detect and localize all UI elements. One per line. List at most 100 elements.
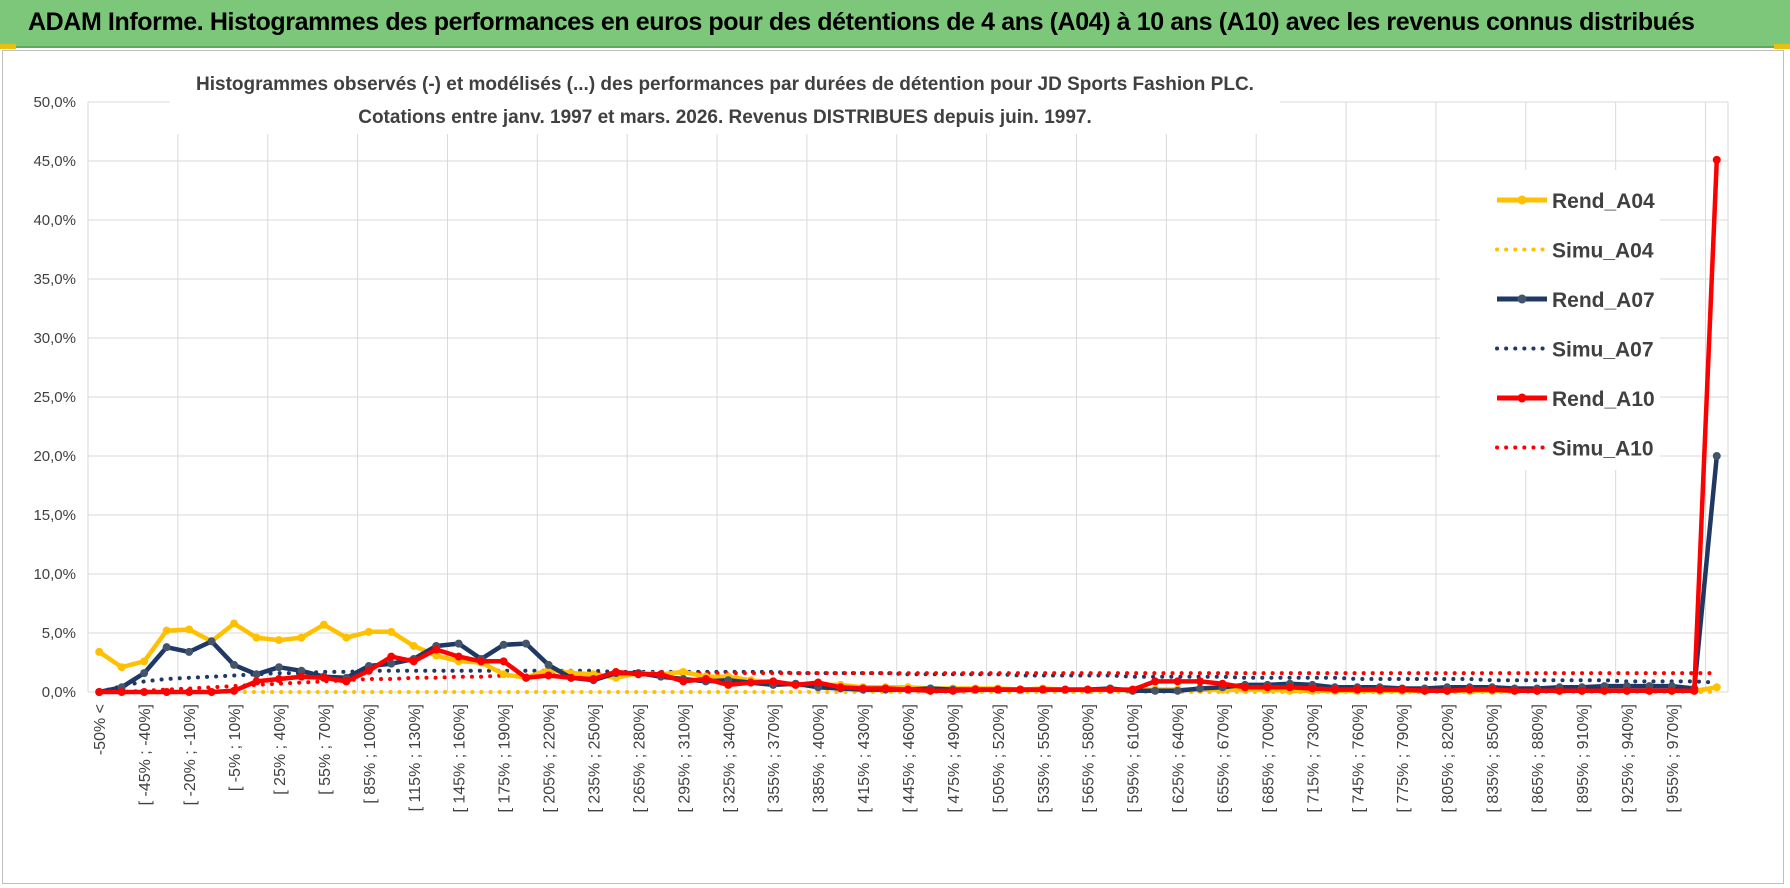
data-point-Rend_A10 [1308,684,1317,693]
data-point-Rend_A07 [1151,686,1160,695]
x-tick-label: [ 535% ; 550%] [1036,704,1053,813]
data-point-Rend_A10 [1330,685,1339,694]
data-point-Rend_A10 [926,686,935,695]
x-tick-label: [ 295% ; 310%] [676,704,693,813]
y-tick-label: 25,0% [33,389,76,406]
data-point-Rend_A10 [274,675,283,684]
data-point-Rend_A10 [1712,155,1721,164]
data-point-Rend_A10 [1106,685,1115,694]
data-point-Rend_A07 [252,670,261,679]
data-point-Rend_A10 [948,686,957,695]
data-point-Rend_A10 [881,684,890,693]
series-Rend_A10 [95,155,1721,696]
data-point-Rend_A10 [1555,686,1564,695]
data-point-Rend_A07 [387,659,396,668]
data-point-Rend_A10 [1285,683,1294,692]
legend-item-Rend_A10: Rend_A10 [1497,388,1655,411]
data-point-Rend_A10 [207,688,216,696]
data-point-Rend_A10 [319,673,328,682]
x-tick-label: [ 235% ; 250%] [586,704,603,813]
x-tick-label: [ 565% ; 580%] [1081,704,1098,813]
legend-background [1440,170,1660,470]
data-point-Rend_A10 [1690,686,1699,695]
data-point-Rend_A10 [791,680,800,689]
data-point-Rend_A07 [230,660,239,669]
data-point-Rend_A04 [140,657,149,666]
data-point-Rend_A07 [1196,684,1205,693]
data-point-Rend_A10 [1038,685,1047,694]
legend-label: Rend_A10 [1552,388,1655,411]
x-tick-label: [ 85% ; 100%] [362,704,379,804]
legend-label: Simu_A10 [1552,438,1654,461]
data-point-Rend_A10 [769,677,778,686]
data-point-Rend_A10 [904,685,912,694]
x-tick-label: [ 505% ; 520%] [991,704,1008,813]
data-point-Rend_A04 [185,625,194,634]
data-point-Rend_A10 [589,675,598,684]
data-point-Rend_A10 [1622,686,1631,695]
x-tick-label: [ 805% ; 820%] [1440,704,1457,813]
legend-label: Simu_A07 [1552,339,1654,362]
data-point-Rend_A04 [230,619,239,628]
x-tick-label: [ 205% ; 220%] [542,704,559,813]
series-line-Simu_A10 [97,671,1719,694]
x-tick-label: [ 745% ; 760%] [1350,704,1367,813]
data-point-Rend_A04 [162,626,171,635]
legend-label: Simu_A04 [1552,240,1654,263]
series-Simu_A10 [97,671,1719,694]
data-point-Rend_A10 [1218,679,1227,688]
data-point-Rend_A07 [1712,452,1721,460]
x-tick-label: [ 265% ; 280%] [631,704,648,813]
chart-legend: Rend_A04 Simu_A04 Rend_A07 Simu_A07 Rend_A10… [1495,190,1655,461]
data-point-Rend_A10 [1083,685,1092,694]
data-point-Rend_A10 [1151,677,1160,686]
legend-marker [1517,393,1527,403]
x-tick-label: [ 895% ; 910%] [1575,704,1592,813]
x-tick-label: [ 145% ; 160%] [452,704,469,813]
legend-item-Simu_A04: Simu_A04 [1495,240,1654,263]
y-tick-label: 5,0% [42,625,76,642]
data-point-Rend_A04 [432,651,441,660]
data-point-Rend_A10 [162,688,171,696]
report-header-banner: ADAM Informe. Histogrammes des performan… [0,0,1790,48]
data-point-Rend_A07 [499,640,508,649]
data-point-Rend_A10 [724,680,733,689]
x-axis: -50% < [ -45% ; -40%] [ -20% ; -10%] [ -5% … [92,704,1682,813]
data-point-Rend_A10 [1240,683,1249,692]
data-point-Rend_A10 [746,678,755,687]
data-point-Rend_A10 [859,684,868,693]
data-point-Rend_A04 [387,627,396,636]
data-point-Rend_A07 [274,663,283,672]
x-tick-label: [ 925% ; 940%] [1620,704,1637,813]
data-point-Rend_A10 [252,677,261,686]
x-tick-label: [ 385% ; 400%] [811,704,828,813]
legend-marker [1517,195,1527,205]
data-point-Rend_A04 [679,667,688,676]
data-point-Rend_A07 [544,660,553,669]
corner-mark-left [0,44,16,49]
data-point-Rend_A10 [522,673,531,682]
legend-item-Rend_A07: Rend_A07 [1497,289,1655,312]
x-tick-label: [ 625% ; 640%] [1171,704,1188,813]
x-tick-label: [ 55% ; 70%] [317,704,334,795]
data-point-Rend_A04 [364,627,373,636]
data-point-Rend_A10 [364,666,373,675]
data-point-Rend_A10 [117,688,126,696]
data-point-Rend_A10 [230,686,239,695]
x-tick-label: [ 175% ; 190%] [497,704,514,813]
data-point-Rend_A10 [477,657,486,666]
x-tick-label: [ -5% ; 10%] [227,704,244,791]
data-point-Rend_A10 [297,672,306,681]
data-point-Rend_A04 [409,641,418,650]
data-point-Rend_A07 [207,637,216,646]
data-point-Rend_A07 [1173,686,1182,695]
data-point-Rend_A10 [1465,685,1474,694]
x-tick-label: [ 25% ; 40%] [272,704,289,795]
data-point-Rend_A10 [701,675,710,684]
data-point-Rend_A10 [836,683,845,692]
data-point-Rend_A07 [185,647,194,656]
y-tick-label: 50,0% [33,94,76,111]
data-point-Rend_A10 [454,652,463,661]
data-point-Rend_A10 [387,652,396,661]
y-tick-label: 45,0% [33,153,76,170]
